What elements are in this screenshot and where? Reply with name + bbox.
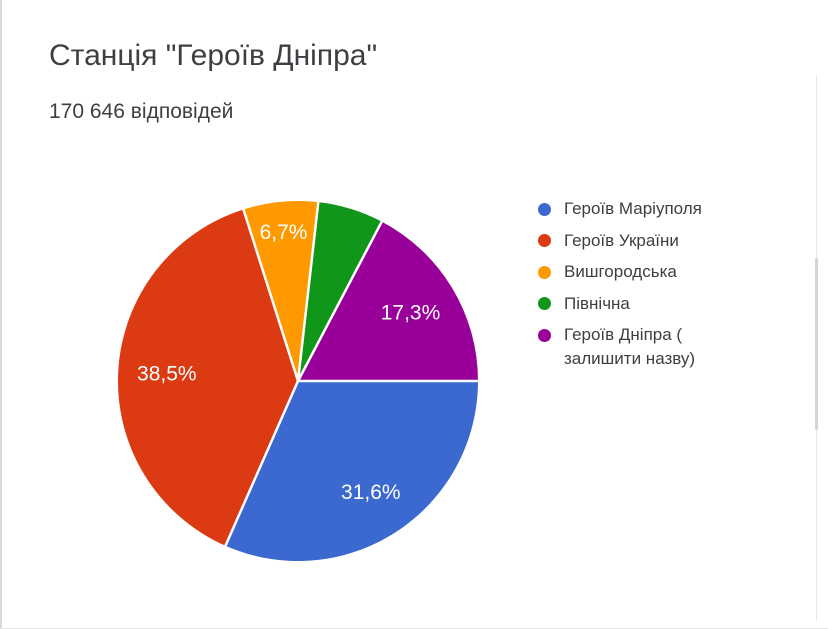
slice-separator xyxy=(242,209,300,382)
pie-slice-1[interactable] xyxy=(225,381,478,561)
pie-slice-5[interactable] xyxy=(298,221,478,381)
question-title: Станція "Героїв Дніпра" xyxy=(49,39,378,72)
legend-color-dot xyxy=(538,328,551,342)
legend-color-dot xyxy=(538,265,551,279)
legend-color-dot xyxy=(538,202,551,216)
legend-item-4: Північна xyxy=(538,292,778,316)
response-count: 170 646 відповідей xyxy=(49,100,234,123)
legend-label: Вишгородська xyxy=(564,262,677,281)
legend-item-2: Героїв України xyxy=(538,229,778,253)
legend-color-dot xyxy=(538,297,551,310)
pie-chart: 31,6% 38,5% 6,7% 17,3% xyxy=(117,200,478,561)
pie-percent-label: 38,5% xyxy=(137,363,197,386)
slice-separator xyxy=(296,221,383,382)
legend-item-3: Вишгородська xyxy=(538,260,778,284)
pie-slice-3[interactable] xyxy=(243,200,319,381)
legend-color-dot xyxy=(538,234,551,247)
scrollbar-thumb[interactable] xyxy=(815,258,818,430)
pie-percent-label: 6,7% xyxy=(260,221,308,244)
legend-label: Героїв Дніпра (залишити назву) xyxy=(564,325,696,368)
slice-separator xyxy=(296,202,320,382)
legend-label: Героїв Маріуполя xyxy=(564,199,702,218)
legend-item-1: Героїв Маріуполя xyxy=(538,197,778,221)
legend-label: Героїв України xyxy=(564,230,679,250)
pie-slice-2[interactable] xyxy=(117,209,299,546)
legend-item-5: Героїв Дніпра (залишити назву) xyxy=(538,323,778,371)
slice-separator xyxy=(224,380,300,547)
left-border xyxy=(0,0,2,629)
chart-legend: Героїв Маріуполя Героїв України Вишгородсь… xyxy=(538,197,778,379)
legend-label: Північна xyxy=(564,293,630,313)
pie-slice-4[interactable] xyxy=(298,202,382,381)
pie-percent-label: 17,3% xyxy=(381,302,441,325)
pie-percent-label: 31,6% xyxy=(341,481,401,504)
